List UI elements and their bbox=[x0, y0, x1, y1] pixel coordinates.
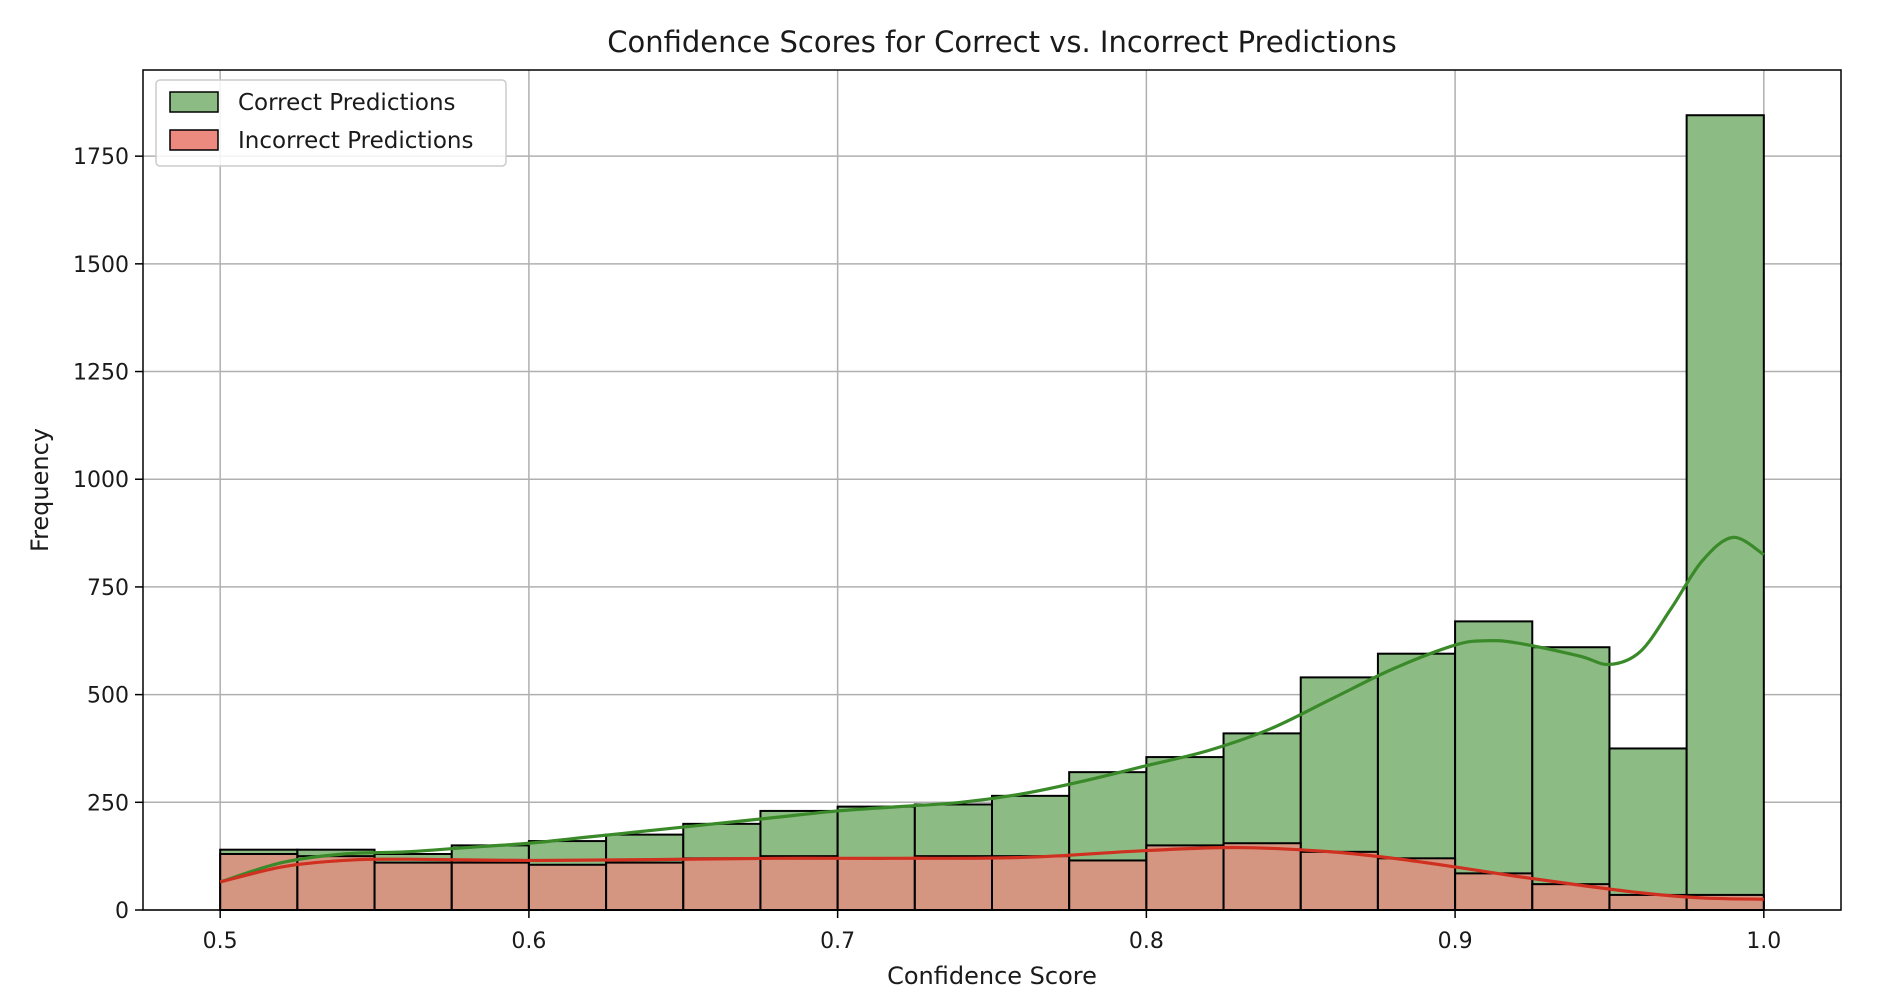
kde-line-incorrect bbox=[219, 845, 1764, 901]
bar-incorrect bbox=[1068, 859, 1148, 912]
legend: Correct Predictions Incorrect Predictions bbox=[155, 79, 507, 167]
bar-correct bbox=[1454, 620, 1534, 912]
legend-label-incorrect: Incorrect Predictions bbox=[238, 128, 473, 154]
y-tick-label: 1750 bbox=[73, 145, 129, 170]
y-tick-label: 250 bbox=[87, 791, 129, 816]
y-axis-label: Frequency bbox=[26, 428, 54, 552]
bar-incorrect bbox=[1222, 842, 1302, 912]
legend-box bbox=[155, 79, 507, 167]
x-tick-label: 0.6 bbox=[511, 929, 546, 954]
x-tick-label: 0.5 bbox=[203, 929, 238, 954]
bar-correct bbox=[1685, 114, 1765, 911]
legend-label-correct: Correct Predictions bbox=[238, 90, 456, 116]
y-tick-label: 1250 bbox=[73, 361, 129, 386]
y-tick-label: 1000 bbox=[73, 468, 129, 493]
x-tick-label: 0.9 bbox=[1438, 929, 1473, 954]
bar-incorrect bbox=[1299, 850, 1379, 911]
plot-frame bbox=[142, 69, 1842, 911]
y-tick-label: 750 bbox=[87, 576, 129, 601]
bar-incorrect bbox=[450, 861, 530, 911]
legend-swatch-incorrect bbox=[169, 129, 219, 151]
y-tick-label: 500 bbox=[87, 684, 129, 709]
bar-incorrect bbox=[759, 855, 839, 912]
y-axis-ticks: 0 250 500 750 1000 1250 1500 1750 bbox=[73, 145, 143, 924]
bar-incorrect bbox=[836, 857, 916, 911]
bar-incorrect bbox=[991, 855, 1071, 912]
kde-line-correct bbox=[219, 535, 1765, 884]
x-tick-label: 1.0 bbox=[1746, 929, 1781, 954]
chart-title: Confidence Scores for Correct vs. Incorr… bbox=[607, 25, 1397, 59]
bar-incorrect bbox=[1145, 844, 1225, 912]
x-axis-ticks: 0.5 0.6 0.7 0.8 0.9 1.0 bbox=[203, 910, 1781, 954]
bar-incorrect bbox=[1454, 872, 1534, 912]
x-tick-label: 0.8 bbox=[1129, 929, 1164, 954]
x-tick-label: 0.7 bbox=[820, 929, 855, 954]
y-tick-label: 1500 bbox=[73, 253, 129, 278]
bar-incorrect bbox=[373, 861, 453, 911]
bar-correct bbox=[1531, 646, 1611, 911]
legend-swatch-correct bbox=[169, 91, 219, 113]
kde-curves bbox=[219, 535, 1765, 901]
bar-incorrect bbox=[913, 855, 993, 912]
y-tick-label: 0 bbox=[115, 899, 129, 924]
bar-incorrect bbox=[605, 861, 685, 911]
bar-incorrect bbox=[527, 863, 608, 911]
bar-incorrect bbox=[682, 857, 762, 911]
bar-correct bbox=[1608, 747, 1688, 912]
x-axis-label: Confidence Score bbox=[887, 962, 1097, 990]
bars bbox=[219, 114, 1765, 912]
